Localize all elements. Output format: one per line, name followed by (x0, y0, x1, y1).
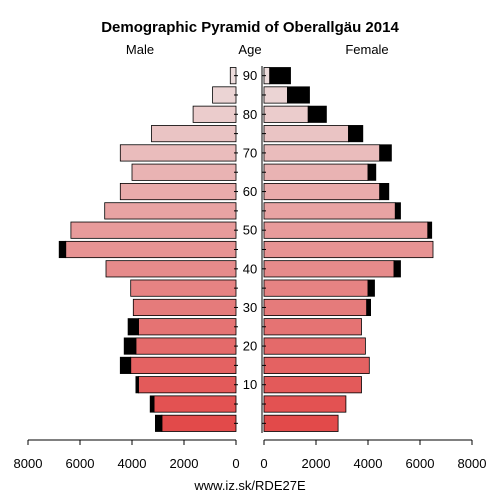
x-tick-label-male: 6000 (66, 456, 95, 471)
female-excess-55-59 (394, 202, 401, 220)
male-bar-50-54 (70, 221, 237, 239)
male-bars (58, 67, 237, 432)
age-tick-label: 10 (243, 377, 257, 392)
male-excess-45-49 (58, 240, 67, 259)
male-excess-10-14 (135, 376, 139, 394)
female-excess-35-39 (367, 279, 375, 297)
age-tick-label: 90 (243, 68, 257, 83)
male-bar-55-59 (104, 202, 237, 220)
male-bar-5-9 (153, 395, 237, 413)
female-excess-40-44 (393, 260, 401, 278)
male-bar-15-19 (130, 356, 237, 374)
male-bar-0-4 (161, 414, 237, 432)
male-excess-20-24 (123, 337, 137, 355)
x-tick-label-male: 2000 (170, 456, 199, 471)
male-bar-25-29 (138, 318, 237, 336)
male-bar-10-14 (138, 376, 237, 394)
male-bar-75-79 (151, 125, 237, 143)
female-bar-85-89 (263, 86, 288, 104)
female-bar-80-84 (263, 105, 309, 123)
male-bar-60-64 (119, 182, 237, 201)
female-excess-30-34 (366, 298, 372, 317)
x-tick-label-male: 0 (232, 456, 239, 471)
female-bars (263, 67, 434, 432)
female-bar-5-9 (263, 395, 347, 413)
age-tick-label: 80 (243, 107, 257, 122)
x-tick-label-male: 8000 (14, 456, 43, 471)
female-bar-20-24 (263, 337, 366, 355)
female-excess-65-69 (367, 163, 377, 181)
male-bar-40-44 (105, 260, 237, 278)
x-axis-ticks: 8000 6000 4000 2000 0 0 2000 4000 6000 8000 (14, 440, 487, 471)
age-tick-label: 40 (243, 261, 257, 276)
female-bar-15-19 (263, 356, 370, 374)
female-bar-25-29 (263, 318, 362, 336)
female-excess-90+ (269, 67, 291, 85)
male-bar-70-74 (119, 144, 237, 162)
male-bar-30-34 (132, 298, 237, 317)
age-label: Age (238, 42, 261, 57)
female-bar-75-79 (263, 125, 349, 143)
x-tick-label-female: 0 (260, 456, 267, 471)
female-bar-50-54 (263, 221, 429, 239)
male-bar-80-84 (192, 105, 237, 123)
female-bar-30-34 (263, 298, 368, 317)
male-excess-15-19 (119, 356, 132, 374)
female-excess-80-84 (307, 105, 327, 123)
female-bar-40-44 (263, 260, 395, 278)
female-bar-10-14 (263, 376, 362, 394)
age-tick-label: 30 (243, 300, 257, 315)
footer-url: www.iz.sk/RDE27E (193, 478, 306, 493)
age-tick-label: 20 (243, 339, 257, 354)
male-excess-0-4 (154, 414, 163, 432)
x-tick-label-male: 4000 (118, 456, 147, 471)
male-bar-45-49 (65, 240, 237, 259)
female-bar-60-64 (263, 182, 381, 201)
male-bar-35-39 (130, 279, 237, 297)
male-bar-20-24 (135, 337, 237, 355)
female-excess-85-89 (286, 86, 310, 104)
female-bar-35-39 (263, 279, 369, 297)
male-bar-65-69 (131, 163, 237, 181)
female-excess-75-79 (348, 125, 364, 143)
age-tick-label: 50 (243, 223, 257, 238)
x-tick-label-female: 8000 (458, 456, 487, 471)
age-ticks: 10 20 30 40 50 60 70 80 90 (234, 68, 266, 424)
male-label: Male (126, 42, 154, 57)
female-label: Female (345, 42, 388, 57)
male-excess-5-9 (149, 395, 155, 413)
female-bar-55-59 (263, 202, 396, 220)
x-tick-label-female: 4000 (354, 456, 383, 471)
female-bar-0-4 (263, 414, 339, 432)
x-tick-label-female: 2000 (302, 456, 331, 471)
female-excess-70-74 (379, 144, 392, 162)
female-bar-65-69 (263, 163, 369, 181)
age-tick-label: 70 (243, 145, 257, 160)
age-tick-label: 60 (243, 184, 257, 199)
female-bar-70-74 (263, 144, 381, 162)
x-tick-label-female: 6000 (406, 456, 435, 471)
female-excess-60-64 (379, 182, 390, 201)
female-bar-45-49 (263, 240, 434, 259)
chart-title: Demographic Pyramid of Oberallgäu 2014 (101, 19, 399, 36)
male-bar-85-89 (212, 86, 237, 104)
male-excess-25-29 (127, 318, 139, 336)
female-excess-50-54 (427, 221, 433, 239)
